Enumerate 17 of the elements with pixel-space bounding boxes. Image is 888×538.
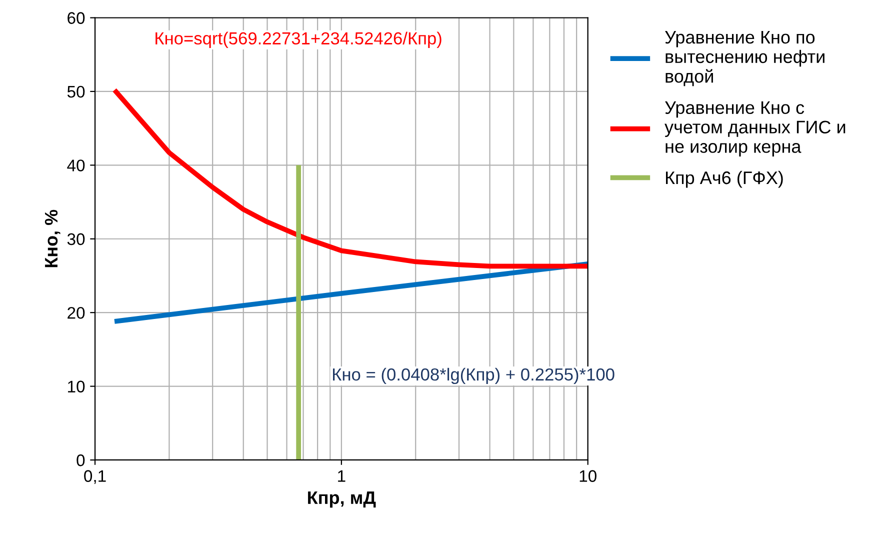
y-tick-label: 60 (68, 12, 85, 24)
y-axis-title: Кно, % (44, 210, 60, 268)
y-tick-label: 30 (67, 233, 85, 246)
y-tick-label: 0 (76, 454, 85, 466)
annotation: Кно = (0.0408*lg(Кпр) + 0.2255)*100 (333, 368, 614, 384)
x-tick-label: 0,1 (84, 470, 106, 484)
x-tick-label: 1 (338, 470, 346, 482)
legend-label: Уравнение Кно по вытеснению нефти водой (665, 31, 824, 86)
legend-label: Уравнение Кно с учетом данных ГИС и не изолир керна (664, 101, 846, 156)
y-tick-label: 50 (67, 86, 85, 98)
x-axis-title: Кпр, мД (308, 491, 376, 508)
x-tick-label: 10 (580, 470, 596, 482)
annotation: Кно=sqrt(569.22731+234.52426/Кпр) (156, 32, 442, 48)
y-tick-label: 20 (68, 306, 85, 319)
y-tick-label: 10 (68, 380, 85, 392)
y-tick-label: 40 (67, 160, 85, 172)
legend-label: Кпр Ач6 (ГФХ) (666, 170, 783, 188)
